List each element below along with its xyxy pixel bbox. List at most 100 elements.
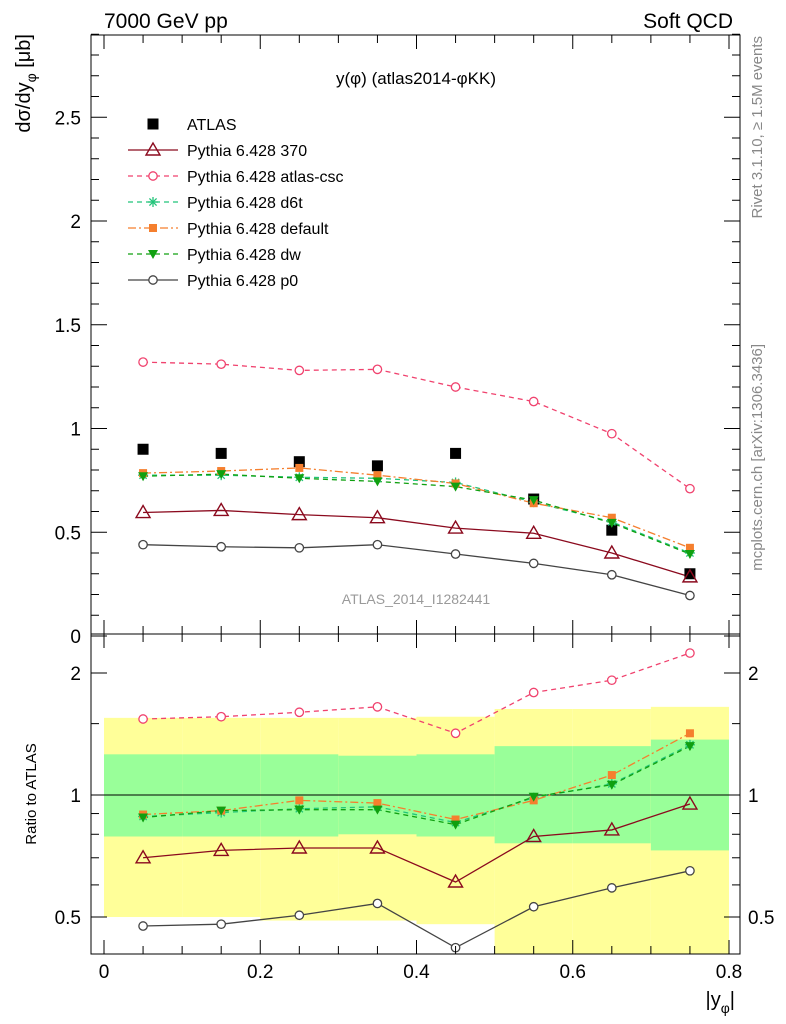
- header-right: Soft QCD: [643, 10, 733, 33]
- legend-marker: [144, 141, 162, 156]
- ratio-point-p370: [681, 795, 699, 810]
- ratio-y-tick-label-right: 2: [748, 664, 759, 685]
- point-p370: [681, 568, 699, 583]
- ratio-point-atlas_csc: [372, 702, 383, 712]
- ratio-x-tick-label: 0.2: [247, 962, 273, 983]
- ratio-plot-panel: 0.5 0.51 12 2 0 0.2 0.4 0.6 0.8 Ratio to ATLAS …: [23, 633, 774, 1016]
- point-p0: [372, 539, 383, 550]
- ratio-line-p370: [143, 803, 691, 883]
- point-data: [137, 443, 149, 455]
- legend-item-p370: Pythia 6.428 370: [128, 141, 307, 160]
- ratio-x-tick-label: 0.6: [560, 962, 586, 983]
- main-y-tick-label: 1.5: [55, 316, 81, 337]
- ratio-y-tick-label: 0.5: [55, 908, 81, 929]
- ratio-point-atlas_csc: [216, 711, 227, 722]
- point-p370: [134, 504, 152, 519]
- ratio-x-tick-label: 0.8: [716, 962, 742, 983]
- point-atlas_csc: [450, 382, 461, 392]
- ratio-point-p370: [447, 873, 464, 888]
- main-y-tick-label: 1: [70, 420, 81, 441]
- point-p0: [294, 542, 305, 553]
- main-y-tick-label: 2: [70, 212, 81, 233]
- point-p0: [606, 569, 617, 580]
- line-atlas_csc: [143, 361, 691, 490]
- legend-item-p0: Pythia 6.428 p0: [128, 273, 298, 290]
- ratio-point-p370: [134, 849, 152, 864]
- legend-item-dw: Pythia 6.428 dw: [128, 247, 301, 264]
- legend-label: Pythia 6.428 d6t: [187, 195, 303, 212]
- point-p0: [450, 549, 461, 559]
- main-y-axis: 0 0.5 1 1.5 2 2.5: [55, 33, 740, 648]
- legend-item-data: ATLAS: [147, 117, 237, 134]
- ratio-line-default: [143, 732, 691, 821]
- point-data: [215, 447, 227, 459]
- ratio-point-p0: [528, 901, 539, 912]
- point-default: [685, 543, 694, 552]
- point-dw: [528, 496, 539, 506]
- ratio-point-default: [295, 796, 304, 805]
- ratio-x-label: |yφ|: [706, 989, 735, 1016]
- ratio-point-p370: [525, 828, 542, 843]
- point-dw: [606, 518, 617, 528]
- watermark: ATLAS_2014_I1282441: [342, 591, 491, 607]
- line-p370: [143, 509, 691, 578]
- point-p370: [603, 544, 621, 559]
- legend-marker: [148, 171, 158, 181]
- line-dw: [143, 473, 691, 555]
- point-atlas_csc: [606, 428, 617, 439]
- mcplots-label: mcplots.cern.ch [arXiv:1306.3436]: [749, 344, 766, 571]
- point-data: [293, 456, 305, 468]
- ratio-point-dw: [216, 806, 227, 816]
- point-dw: [450, 482, 461, 492]
- rivet-label: Rivet 3.1.10, ≥ 1.5M events: [749, 36, 766, 219]
- point-data: [450, 447, 462, 459]
- ratio-point-atlas_csc: [606, 675, 617, 686]
- legend-label: Pythia 6.428 370: [187, 143, 307, 160]
- point-default: [295, 463, 304, 472]
- point-p0: [528, 558, 539, 569]
- ratio-point-atlas_csc: [685, 648, 695, 658]
- main-plot-title: y(φ) (atlas2014-φKK): [336, 69, 496, 88]
- ratio-y-label: Ratio to ATLAS: [23, 743, 40, 844]
- ratio-point-default: [451, 815, 460, 824]
- ratio-x-tick-label: 0.4: [403, 962, 430, 983]
- point-data: [371, 460, 383, 472]
- ratio-point-atlas_csc: [450, 728, 461, 739]
- ratio-point-default: [373, 799, 382, 808]
- point-dw: [684, 550, 695, 560]
- point-p0: [216, 541, 227, 552]
- legend-label: Pythia 6.428 atlas-csc: [187, 169, 344, 186]
- legend-label: Pythia 6.428 dw: [187, 247, 301, 264]
- main-y-tick-label: 0.5: [55, 523, 81, 544]
- ratio-x-tick-label: 0: [99, 962, 110, 983]
- main-series: [134, 357, 699, 601]
- ratio-point-dw: [372, 805, 383, 815]
- ratio-point-dw: [138, 813, 149, 823]
- ratio-point-atlas_csc: [138, 714, 148, 724]
- legend-label: Pythia 6.428 p0: [187, 273, 298, 290]
- ratio-point-dw: [684, 742, 695, 752]
- point-atlas_csc: [372, 364, 383, 375]
- point-atlas_csc: [138, 357, 148, 367]
- point-default: [373, 471, 382, 480]
- ratio-point-p370: [603, 821, 621, 836]
- point-atlas_csc: [294, 365, 305, 376]
- point-p370: [525, 524, 542, 539]
- header-left: 7000 GeV pp: [104, 10, 228, 33]
- point-dw: [372, 477, 383, 487]
- ratio-point-p370: [212, 842, 230, 857]
- point-p370: [291, 506, 308, 521]
- legend-marker: [148, 275, 158, 285]
- point-p0: [685, 590, 695, 601]
- legend-item-default: Pythia 6.428 default: [128, 221, 329, 238]
- point-atlas_csc: [528, 396, 539, 407]
- ratio-x-axis: 0 0.2 0.4 0.6 0.8: [99, 634, 742, 983]
- ratio-series: [134, 648, 699, 953]
- point-data: [684, 568, 696, 580]
- legend-marker: [149, 224, 157, 232]
- legend: ATLAS Pythia 6.428 370 Pythia 6.428 atlas-…: [128, 117, 344, 290]
- main-y-tick-label: 2.5: [55, 108, 81, 129]
- main-plot-panel: y(φ) (atlas2014-φKK) ATLAS_2014_I1282441…: [13, 33, 741, 648]
- point-dw: [216, 470, 227, 480]
- ratio-point-dw: [528, 792, 539, 802]
